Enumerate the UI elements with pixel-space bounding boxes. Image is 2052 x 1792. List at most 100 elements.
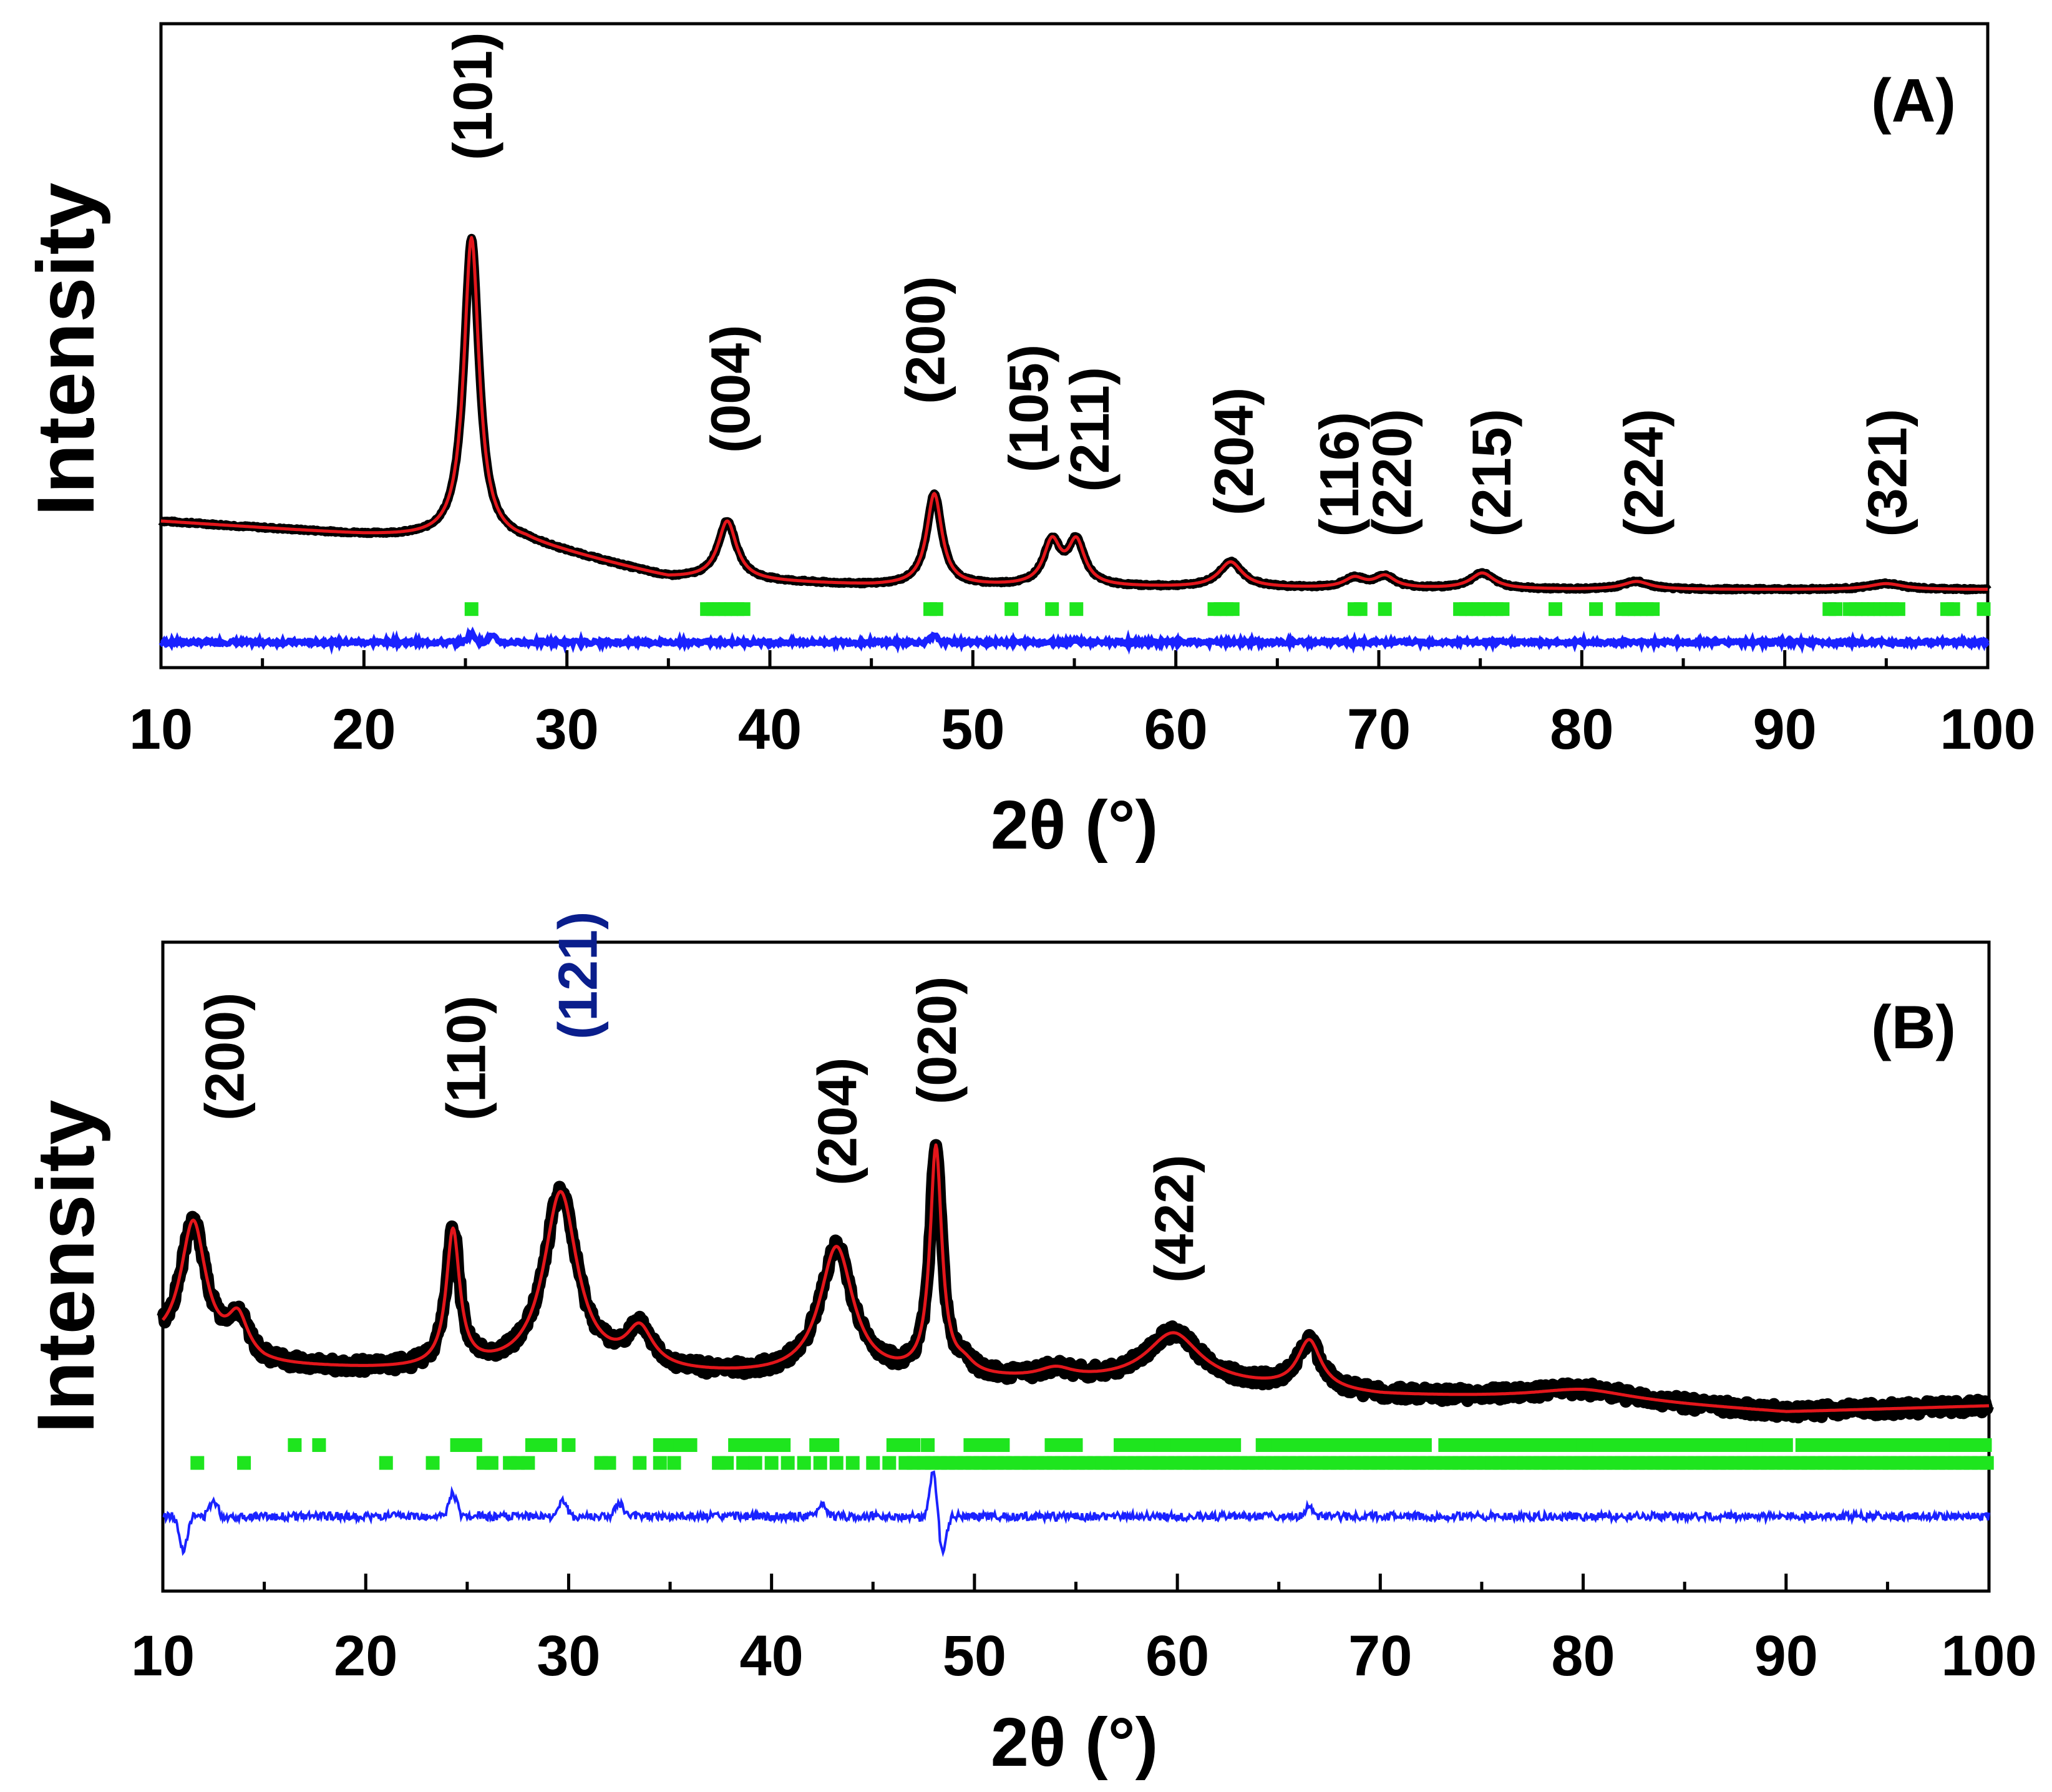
- bragg-marker: [780, 1456, 795, 1470]
- bragg-marker: [1069, 1438, 1083, 1452]
- bragg-marker: [1977, 602, 1991, 616]
- bragg-marker: [484, 1456, 498, 1470]
- peak-label: (110): [435, 995, 497, 1121]
- peak-label: (422): [1144, 1155, 1205, 1283]
- bragg-marker: [797, 1456, 811, 1470]
- bragg-marker: [1495, 602, 1510, 616]
- panel-a-x-tick-labels: 10 20 30 40 50 60 70 80 90 100: [129, 698, 2036, 761]
- panel-b-x-ticks: [161, 1574, 1991, 1591]
- panel-a-frame: [159, 22, 1990, 670]
- bragg-marker: [845, 1456, 860, 1470]
- bragg-marker: [813, 1456, 827, 1470]
- x-tick-label: 30: [535, 698, 598, 761]
- panel-a-y-axis-label: Intensity: [20, 183, 111, 517]
- panel-b-y-axis-label: Intensity: [20, 1100, 111, 1434]
- bragg-marker: [464, 602, 479, 616]
- x-tick-label: 90: [1753, 698, 1816, 761]
- bragg-marker: [1227, 1438, 1242, 1452]
- bragg-marker: [288, 1438, 302, 1452]
- panel-b-calculated-fit: [162, 1143, 1990, 1413]
- x-tick-label: 90: [1754, 1624, 1818, 1688]
- peak-label: (211): [1059, 367, 1121, 492]
- x-tick-label: 30: [537, 1624, 600, 1688]
- x-tick-label: 60: [1144, 698, 1207, 761]
- bragg-marker: [996, 1438, 1010, 1452]
- bragg-marker: [1891, 602, 1905, 616]
- bragg-marker: [1069, 602, 1084, 616]
- panel-a-x-ticks: [159, 650, 1990, 668]
- peak-label: (200): [194, 993, 256, 1121]
- x-tick-label: 10: [131, 1624, 195, 1688]
- bragg-marker: [748, 1456, 762, 1470]
- bragg-marker: [1980, 1456, 1994, 1470]
- bragg-marker: [1779, 1438, 1793, 1452]
- bragg-marker: [866, 1456, 880, 1470]
- bragg-marker: [929, 602, 943, 616]
- x-tick-label: 10: [129, 698, 193, 761]
- panel-b-bragg-markers: [190, 1438, 1994, 1470]
- bragg-marker: [1946, 602, 1960, 616]
- bragg-marker: [633, 1456, 647, 1470]
- bragg-marker: [1417, 1438, 1432, 1452]
- peak-label: (004): [699, 325, 761, 453]
- bragg-marker: [1549, 602, 1563, 616]
- peak-label: (224): [1613, 409, 1675, 537]
- bragg-marker: [379, 1456, 393, 1470]
- x-tick-label: 50: [943, 1624, 1006, 1688]
- bragg-marker: [1045, 602, 1059, 616]
- peak-label: (204): [807, 1058, 868, 1186]
- x-tick-label: 80: [1551, 1624, 1615, 1688]
- bragg-marker: [825, 1438, 840, 1452]
- peak-label: (101): [442, 32, 503, 160]
- bragg-marker: [1589, 602, 1603, 616]
- bragg-marker: [921, 1438, 935, 1452]
- bragg-marker: [1646, 602, 1660, 616]
- bragg-marker: [736, 602, 751, 616]
- peak-label: (121): [547, 912, 609, 1040]
- x-tick-label: 100: [1940, 698, 2036, 761]
- panel-b-x-tick-labels: 10 20 30 40 50 60 70 80 90 100: [131, 1624, 2037, 1688]
- bragg-marker: [425, 1456, 440, 1470]
- bragg-marker: [777, 1438, 791, 1452]
- x-tick-label: 70: [1348, 1624, 1412, 1688]
- bragg-marker: [683, 1438, 698, 1452]
- bragg-marker: [667, 1456, 681, 1470]
- bragg-marker: [1378, 602, 1392, 616]
- x-tick-label: 100: [1941, 1624, 2037, 1688]
- panel-b-peak-labels: (200) (110) (121) (204) (020) (422): [194, 912, 1205, 1283]
- bragg-marker: [829, 1456, 844, 1470]
- bragg-marker: [764, 1456, 779, 1470]
- x-tick-label: 40: [739, 1624, 803, 1688]
- x-tick-label: 20: [332, 698, 396, 761]
- bragg-marker: [312, 1438, 326, 1452]
- x-tick-label: 70: [1347, 698, 1411, 761]
- panel-a-label: (A): [1871, 66, 1956, 135]
- peak-label: (321): [1856, 409, 1918, 537]
- peak-label: (220): [1361, 409, 1423, 537]
- panel-a-calculated-fit: [160, 236, 1988, 591]
- bragg-marker: [1353, 602, 1368, 616]
- panel-b-label: (B): [1871, 993, 1956, 1061]
- peak-label: (200): [894, 276, 956, 404]
- panel-a-difference-curve: [158, 626, 1990, 655]
- peak-label: (116): [1308, 412, 1370, 537]
- bragg-marker: [521, 1456, 535, 1470]
- bragg-marker: [543, 1438, 558, 1452]
- panel-b-observed-data: [157, 1139, 1995, 1424]
- bragg-marker: [190, 1456, 205, 1470]
- panel-a-bragg-markers: [464, 602, 1991, 616]
- panel-b: 10 20 30 40 50 60 70 80 90 100 (200) (110)(121)(20…: [20, 912, 2037, 1781]
- bragg-marker: [1829, 602, 1842, 616]
- bragg-marker: [1957, 1438, 1972, 1452]
- bragg-marker: [653, 1456, 667, 1470]
- x-tick-label: 80: [1550, 698, 1613, 761]
- peak-label: (204): [1203, 387, 1265, 515]
- panel-b-difference-curve: [162, 1470, 1990, 1557]
- bragg-marker: [468, 1438, 482, 1452]
- bragg-marker: [1978, 1438, 1992, 1452]
- x-tick-label: 40: [738, 698, 802, 761]
- bragg-marker: [237, 1456, 251, 1470]
- panel-a: 10 20 30 40 50 60 70 80 90 100 (101)(004) (200)(10…: [20, 22, 2036, 864]
- bragg-marker: [720, 1456, 734, 1470]
